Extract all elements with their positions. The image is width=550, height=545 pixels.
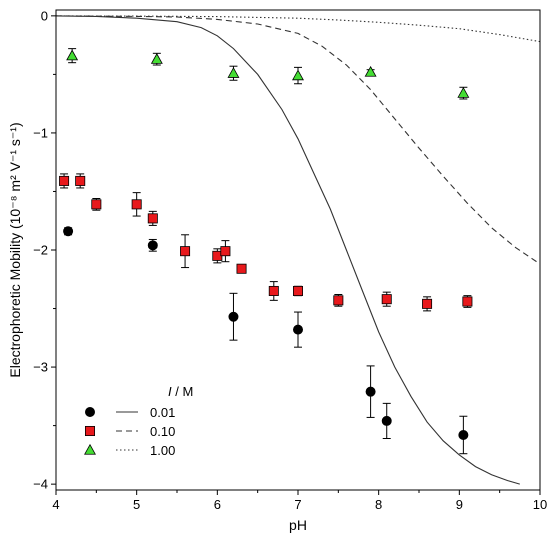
data-point-square (422, 298, 433, 309)
x-tick-label: 8 (375, 497, 382, 512)
x-tick-label: 4 (52, 497, 59, 512)
x-tick-label: 6 (214, 497, 221, 512)
y-axis-title: Electrophoretic Mobility (10⁻⁸ m² V⁻¹ s⁻… (7, 122, 23, 377)
legend-marker-circle (85, 406, 96, 417)
legend-title: I / M (168, 384, 193, 399)
y-tick-label: −1 (33, 125, 48, 140)
data-point-square (462, 296, 473, 307)
data-point-square (220, 246, 231, 257)
data-point-triangle (457, 87, 470, 98)
y-tick-label: −3 (33, 360, 48, 375)
legend-item: 0.01 (85, 405, 175, 420)
data-point-circle (381, 415, 392, 426)
data-point-square (147, 213, 158, 224)
legend-marker-triangle (84, 443, 96, 455)
x-tick-label: 5 (133, 497, 140, 512)
data-point-triangle (364, 65, 377, 77)
legend: I / M 0.01 0.10 1.00 (84, 384, 193, 458)
x-axis-title: pH (289, 517, 307, 533)
model-curve-dotted (56, 15, 540, 43)
data-point-triangle (66, 49, 79, 61)
data-point-circle (292, 324, 303, 335)
data-point-square (268, 285, 279, 296)
data-point-triangle (292, 69, 304, 81)
x-tick-label: 7 (294, 497, 301, 512)
data-point-square (236, 263, 247, 274)
x-tick-label: 10 (533, 497, 547, 512)
series-circle (63, 226, 469, 455)
series-square (59, 173, 473, 312)
legend-marker-square (85, 425, 96, 436)
model-curve-solid (56, 15, 520, 485)
data-point-circle (63, 226, 74, 237)
data-point-square (131, 199, 142, 210)
y-tick-label: −4 (33, 477, 48, 492)
plot-area (56, 15, 540, 485)
data-point-circle (147, 240, 158, 251)
axes: 4 5 6 7 8 9 10 0 −1 −2 −3 −4 pH Electrophoretic Mobil… (7, 8, 547, 533)
data-point-square (381, 294, 392, 305)
model-curve-dashed (56, 15, 540, 265)
y-tick-label: −2 (33, 243, 48, 258)
data-point-square (75, 175, 86, 186)
legend-label: 1.00 (150, 443, 175, 458)
x-tick-label: 9 (456, 497, 463, 512)
y-tick-label: 0 (41, 8, 48, 23)
legend-label: 0.10 (150, 424, 175, 439)
data-point-circle (365, 386, 376, 397)
data-point-circle (458, 429, 469, 440)
data-point-square (180, 246, 191, 257)
legend-label: 0.01 (150, 405, 175, 420)
series-triangle (66, 48, 470, 100)
data-point-square (333, 295, 344, 306)
data-point-square (59, 175, 70, 186)
legend-item: 1.00 (84, 443, 175, 458)
legend-item: 0.10 (85, 424, 175, 439)
data-point-square (292, 285, 303, 296)
data-point-triangle (227, 67, 240, 78)
data-point-circle (228, 311, 239, 322)
data-point-square (91, 199, 102, 210)
data-point-triangle (150, 53, 163, 64)
